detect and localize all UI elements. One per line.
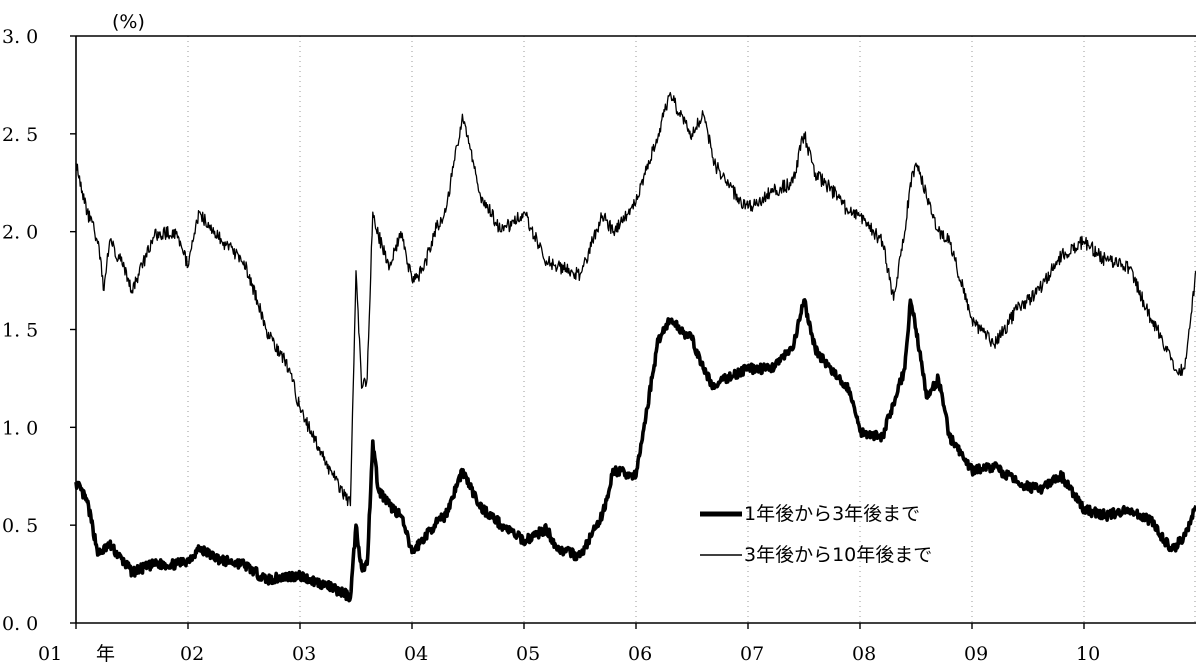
y-tick-label: 1. 0 <box>2 417 38 439</box>
x-tick-label: 03 <box>292 643 316 665</box>
y-tick-label: 2. 0 <box>2 222 38 244</box>
x-tick-label: 02 <box>180 643 204 665</box>
x-tick-label: 05 <box>516 643 540 665</box>
y-tick-label: 0. 5 <box>2 515 38 537</box>
y-tick-label: 1. 5 <box>2 320 38 342</box>
x-unit-label: 年 <box>96 643 115 665</box>
x-tick-label: 01 <box>38 643 62 665</box>
x-tick-label: 04 <box>404 643 428 665</box>
y-unit-label: (%) <box>112 11 145 33</box>
legend: 1年後から3年後まで 3年後から10年後まで <box>700 503 932 566</box>
x-tick-label: 08 <box>852 643 876 665</box>
y-tick-label: 2. 5 <box>2 124 38 146</box>
y-tick-label: 0. 0 <box>2 613 38 635</box>
series-line-1 <box>74 298 1196 603</box>
vertical-grid <box>187 36 1196 623</box>
series-group <box>74 91 1196 603</box>
x-tick-label: 10 <box>1076 643 1100 665</box>
x-tick-label: 07 <box>740 643 764 665</box>
series-line-2 <box>75 91 1196 507</box>
legend-label-series-2: 3年後から10年後まで <box>744 544 932 566</box>
axes <box>75 35 1196 624</box>
legend-label-series-1: 1年後から3年後まで <box>744 503 920 525</box>
x-ticks: 01 02 03 04 05 06 07 08 09 10 <box>38 623 1100 665</box>
x-tick-label: 06 <box>628 643 652 665</box>
y-ticks: 0. 0 0. 5 1. 0 1. 5 2. 0 2. 5 3. 0 <box>2 26 76 635</box>
y-tick-label: 3. 0 <box>2 26 38 48</box>
x-tick-label: 09 <box>964 643 988 665</box>
